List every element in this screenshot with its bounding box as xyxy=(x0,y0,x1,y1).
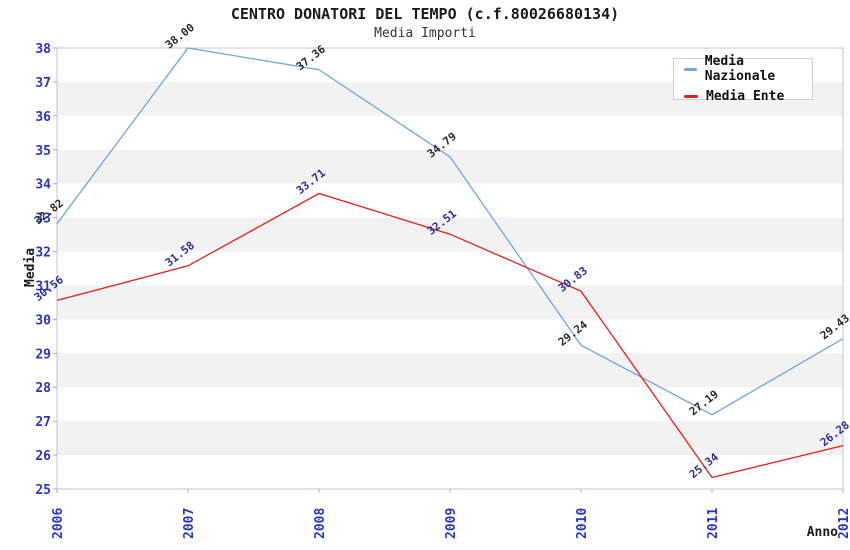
plot-band xyxy=(57,183,843,218)
plot-band xyxy=(57,251,843,286)
y-axis-tick-label: 26 xyxy=(35,449,51,464)
plot-band xyxy=(57,353,843,388)
legend-item-media-ente: Media Ente xyxy=(684,89,812,104)
x-axis-tick-label: 2009 xyxy=(444,508,459,539)
y-axis-tick-label: 31 xyxy=(35,280,51,295)
plot-band xyxy=(57,149,843,184)
y-axis-tick-label: 30 xyxy=(35,313,51,328)
x-axis-tick-label: 2012 xyxy=(837,508,850,539)
chart-subtitle: Media Importi xyxy=(374,26,476,41)
legend: Media Nazionale Media Ente xyxy=(673,54,813,104)
plot-band xyxy=(57,115,843,150)
y-axis-tick-label: 29 xyxy=(35,347,51,362)
plot-band xyxy=(57,285,843,320)
y-axis-tick-label: 36 xyxy=(35,110,51,125)
y-axis-tick-label: 32 xyxy=(35,246,51,261)
x-axis-tick-label: 2010 xyxy=(575,508,590,539)
plot-band xyxy=(57,455,843,489)
legend-swatch-ente-icon xyxy=(684,95,698,98)
x-axis-tick-label: 2011 xyxy=(706,508,721,539)
plot-band xyxy=(57,387,843,422)
legend-label-ente: Media Ente xyxy=(706,89,785,104)
y-axis-tick-label: 35 xyxy=(35,144,51,159)
x-axis-tick-label: 2007 xyxy=(182,508,197,539)
plot-band xyxy=(57,319,843,354)
series-line-nazionale xyxy=(56,47,844,416)
y-axis-tick-label: 37 xyxy=(35,76,51,91)
x-axis-title: Anno xyxy=(807,525,838,540)
y-axis-tick-label: 27 xyxy=(35,415,51,430)
legend-item-media-nazionale: Media Nazionale xyxy=(684,54,812,84)
legend-swatch-nazionale-icon xyxy=(684,67,697,71)
y-axis-title: Media xyxy=(23,248,38,287)
point-label-nazionale: 38.00 xyxy=(163,21,197,52)
y-axis-tick-label: 28 xyxy=(35,381,51,396)
chart-title: CENTRO DONATORI DEL TEMPO (c.f.800266801… xyxy=(230,5,620,23)
legend-label-nazionale: Media Nazionale xyxy=(704,54,776,84)
x-axis-tick-label: 2006 xyxy=(51,508,66,539)
plot-band xyxy=(57,421,843,456)
y-axis-tick-label: 33 xyxy=(35,212,51,227)
x-axis-tick-label: 2008 xyxy=(313,508,328,539)
y-axis-tick-label: 34 xyxy=(35,178,51,193)
y-axis-tick-label: 38 xyxy=(35,42,51,57)
series-line-ente xyxy=(56,192,844,479)
y-axis-tick-label: 25 xyxy=(35,483,51,498)
